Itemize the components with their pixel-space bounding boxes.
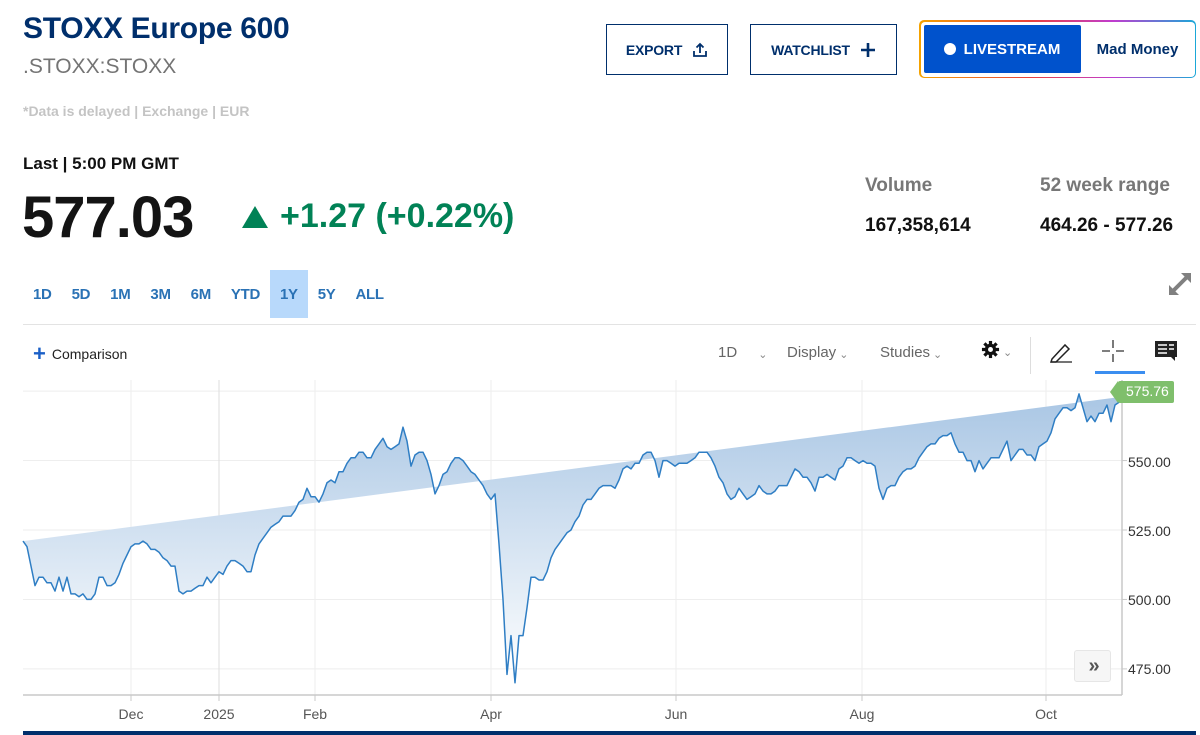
livestream-inner: LIVESTREAM Mad Money (920, 21, 1195, 77)
x-axis-label: Aug (849, 706, 875, 722)
tab-6m[interactable]: 6M (190, 285, 212, 303)
x-axis-label: Oct (1035, 706, 1057, 722)
studies-dropdown[interactable]: Studies ⌄ (880, 343, 943, 362)
index-title: STOXX Europe 600 (23, 12, 290, 45)
price-chart[interactable] (0, 378, 1200, 735)
chevron-down-icon: ⌄ (933, 349, 943, 361)
tab-1y[interactable]: 1Y (270, 270, 308, 318)
range-label: 52 week range (1040, 175, 1170, 196)
range-value: 464.26 - 577.26 (1040, 215, 1174, 236)
ticker-symbol: .STOXX:STOXX (23, 55, 177, 78)
x-axis-label: Feb (302, 706, 328, 722)
bottom-accent-bar (23, 731, 1196, 735)
share-upload-icon (693, 42, 708, 57)
x-axis-ticks (130, 695, 1047, 701)
export-button[interactable]: EXPORT (606, 24, 728, 75)
gear-icon (981, 340, 1000, 359)
plus-icon (860, 42, 875, 57)
comparison-label: Comparison (51, 346, 128, 362)
tab-all[interactable]: ALL (355, 285, 385, 303)
x-axis-label: Dec (118, 706, 144, 722)
last-trade-time: Last | 5:00 PM GMT (23, 154, 179, 173)
tab-5y[interactable]: 5Y (317, 285, 336, 303)
price-line (22, 393, 1123, 684)
add-comparison-button[interactable]: + Comparison (33, 341, 128, 366)
price-area-fill (23, 393, 1122, 683)
y-axis-label: 525.00 (1128, 523, 1171, 539)
y-axis-label: 550.00 (1128, 454, 1171, 470)
settings-dropdown[interactable]: ⌄ (981, 340, 1012, 359)
expand-chart-icon[interactable] (1164, 268, 1196, 300)
studies-label: Studies (880, 343, 931, 361)
tab-1d[interactable]: 1D (33, 285, 52, 303)
livestream-button[interactable]: LIVESTREAM (923, 25, 1081, 73)
x-axis-label: Jun (664, 706, 688, 722)
livestream-widget: LIVESTREAM Mad Money (919, 20, 1196, 78)
tab-3m[interactable]: 3M (150, 285, 171, 303)
up-arrow-icon (242, 205, 268, 228)
livestream-label: LIVESTREAM (963, 40, 1061, 58)
y-axis-label: 500.00 (1128, 592, 1171, 608)
y-axis-ticks (1122, 460, 1127, 670)
chevron-down-icon: ⌄ (758, 349, 768, 361)
chevron-down-icon: ⌄ (839, 349, 849, 361)
display-label: Display (787, 343, 837, 361)
active-tool-indicator (1095, 371, 1145, 374)
last-value-tag: 575.76 (1110, 381, 1174, 403)
chart-gridlines (23, 380, 1122, 695)
tab-5d[interactable]: 5D (71, 285, 91, 303)
time-range-tabs: 1D 5D 1M 3M 6M YTD 1Y 5Y ALL (23, 270, 394, 318)
interval-label: 1D (718, 343, 738, 361)
last-price: 577.03 (22, 185, 194, 250)
crosshair-icon[interactable] (1101, 339, 1125, 363)
annotation-comment-icon[interactable] (1155, 341, 1177, 361)
section-divider (23, 324, 1196, 325)
price-change: +1.27 (+0.22%) (242, 197, 514, 236)
x-axis-label: 2025 (203, 706, 235, 722)
display-dropdown[interactable]: Display ⌄ (787, 343, 849, 362)
interval-dropdown[interactable]: 1D ⌄ (718, 343, 768, 362)
watchlist-label: WATCHLIST (771, 41, 850, 58)
tab-ytd[interactable]: YTD (230, 285, 261, 303)
volume-label: Volume (865, 175, 933, 196)
scroll-forward-button[interactable]: » (1074, 650, 1111, 682)
tab-1m[interactable]: 1M (110, 285, 131, 303)
chevron-down-icon: ⌄ (1003, 346, 1013, 359)
watchlist-button[interactable]: WATCHLIST (750, 24, 897, 75)
live-dot-icon (943, 43, 956, 55)
x-axis-label: Apr (480, 706, 502, 722)
plus-icon: + (33, 341, 46, 366)
y-axis-label: 475.00 (1128, 661, 1171, 677)
price-change-value: +1.27 (+0.22%) (280, 197, 515, 235)
toolbar-separator (1030, 337, 1031, 374)
export-label: EXPORT (625, 41, 683, 58)
show-link[interactable]: Mad Money (1096, 40, 1179, 58)
draw-pencil-icon[interactable] (1048, 340, 1074, 364)
data-delay-disclaimer: *Data is delayed | Exchange | EUR (23, 103, 250, 119)
volume-value: 167,358,614 (865, 215, 971, 236)
